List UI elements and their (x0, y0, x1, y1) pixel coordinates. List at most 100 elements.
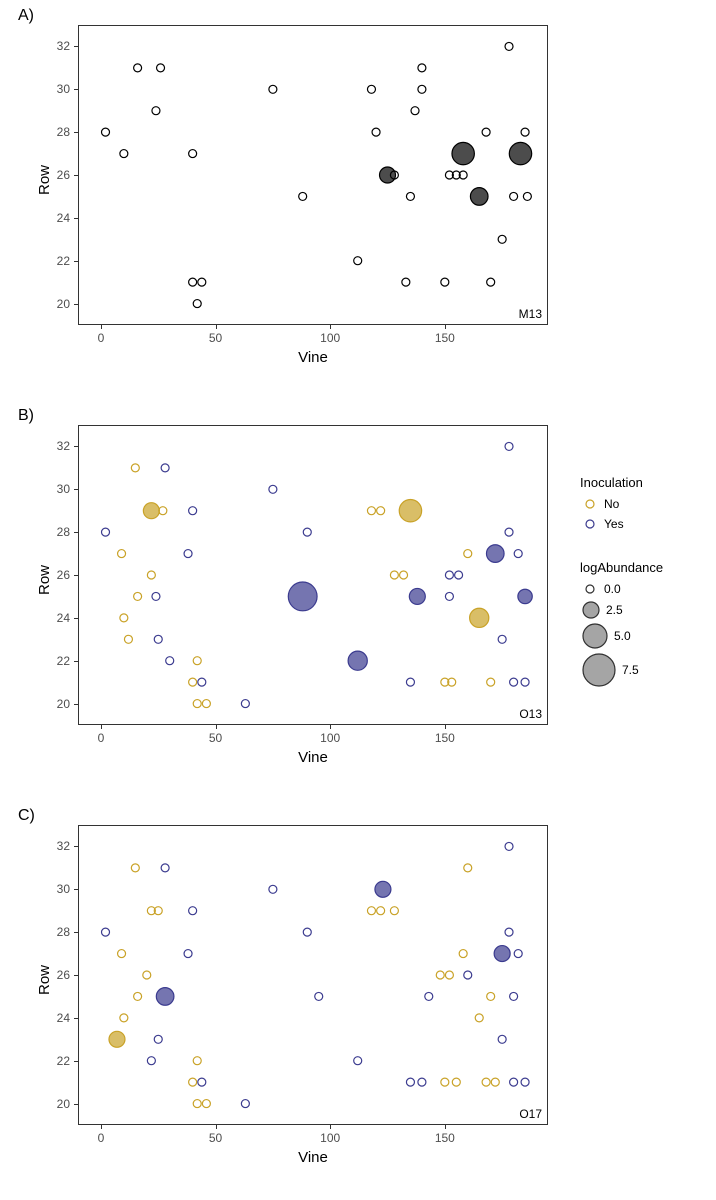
data-point (510, 1078, 518, 1086)
data-point (505, 442, 513, 450)
data-point (189, 507, 197, 515)
data-point (406, 1078, 414, 1086)
x-tick-label: 0 (98, 331, 105, 345)
y-axis-title: Row (36, 565, 53, 595)
y-tick-mark (74, 532, 78, 533)
y-axis-title: Row (36, 165, 53, 195)
data-point (193, 1057, 201, 1065)
data-point (102, 928, 110, 936)
x-tick-label: 150 (435, 331, 455, 345)
y-tick-mark (74, 704, 78, 705)
legend-item: No (580, 494, 643, 514)
legend-inoculation: InoculationNoYes (580, 475, 643, 534)
y-tick-label: 20 (50, 697, 70, 711)
data-point (406, 192, 414, 200)
data-point (455, 571, 463, 579)
x-tick-mark (445, 1125, 446, 1129)
data-point (152, 107, 160, 115)
data-point (303, 928, 311, 936)
data-point (411, 107, 419, 115)
y-tick-label: 24 (50, 611, 70, 625)
data-point (486, 545, 504, 563)
data-point (134, 992, 142, 1000)
data-point (367, 85, 375, 93)
y-tick-label: 24 (50, 211, 70, 225)
data-point (189, 678, 197, 686)
data-point (269, 485, 277, 493)
data-point (521, 678, 529, 686)
data-point (202, 1100, 210, 1108)
y-tick-mark (74, 661, 78, 662)
data-point (505, 528, 513, 536)
data-point (315, 992, 323, 1000)
data-point (124, 635, 132, 643)
panel-B: B)O1305010015020222426283032VineRow (78, 425, 548, 725)
x-tick-label: 100 (320, 331, 340, 345)
data-point (452, 142, 474, 164)
legend-swatch-circle (580, 651, 618, 689)
y-tick-label: 30 (50, 482, 70, 496)
data-point (269, 85, 277, 93)
y-tick-mark (74, 175, 78, 176)
data-point (120, 150, 128, 158)
legend-item-label: 0.0 (600, 582, 621, 596)
y-tick-mark (74, 975, 78, 976)
y-tick-label: 32 (50, 839, 70, 853)
x-tick-label: 150 (435, 1131, 455, 1145)
legend-logabundance: logAbundance0.02.55.07.5 (580, 560, 663, 689)
data-point (131, 464, 139, 472)
y-tick-mark (74, 932, 78, 933)
data-point (464, 864, 472, 872)
plot-area (78, 425, 548, 725)
y-tick-label: 28 (50, 125, 70, 139)
data-point (134, 64, 142, 72)
data-point (193, 300, 201, 308)
data-point (377, 507, 385, 515)
data-point (402, 278, 410, 286)
data-point (436, 971, 444, 979)
legend-title: logAbundance (580, 560, 663, 575)
x-tick-mark (101, 725, 102, 729)
data-point (498, 1035, 506, 1043)
data-point (487, 992, 495, 1000)
data-point (510, 192, 518, 200)
data-point (445, 592, 453, 600)
y-tick-label: 22 (50, 654, 70, 668)
x-tick-mark (330, 1125, 331, 1129)
panel-label: A) (18, 7, 34, 25)
data-point (390, 907, 398, 915)
data-point (510, 992, 518, 1000)
y-tick-mark (74, 446, 78, 447)
legend-item-label: No (600, 497, 619, 511)
x-tick-mark (101, 325, 102, 329)
data-point (193, 1100, 201, 1108)
y-tick-mark (74, 889, 78, 890)
data-point (193, 657, 201, 665)
plot-area (78, 825, 548, 1125)
y-tick-mark (74, 304, 78, 305)
data-point (459, 950, 467, 958)
data-point (193, 700, 201, 708)
data-point (452, 1078, 460, 1086)
data-point (154, 1035, 162, 1043)
x-tick-label: 0 (98, 1131, 105, 1145)
y-tick-mark (74, 846, 78, 847)
data-point (521, 1078, 529, 1086)
data-point (498, 635, 506, 643)
x-tick-mark (216, 725, 217, 729)
panel-inset-label: M13 (519, 307, 542, 321)
y-tick-label: 30 (50, 82, 70, 96)
data-point (375, 881, 391, 897)
x-tick-mark (445, 325, 446, 329)
data-point (470, 188, 488, 206)
legend-item: 5.0 (580, 621, 663, 651)
data-point (445, 571, 453, 579)
y-tick-label: 28 (50, 525, 70, 539)
data-point (441, 1078, 449, 1086)
x-tick-mark (330, 725, 331, 729)
panel-inset-label: O17 (519, 1107, 542, 1121)
data-point (487, 278, 495, 286)
data-point (521, 128, 529, 136)
panel-inset-label: O13 (519, 707, 542, 721)
data-point (118, 950, 126, 958)
